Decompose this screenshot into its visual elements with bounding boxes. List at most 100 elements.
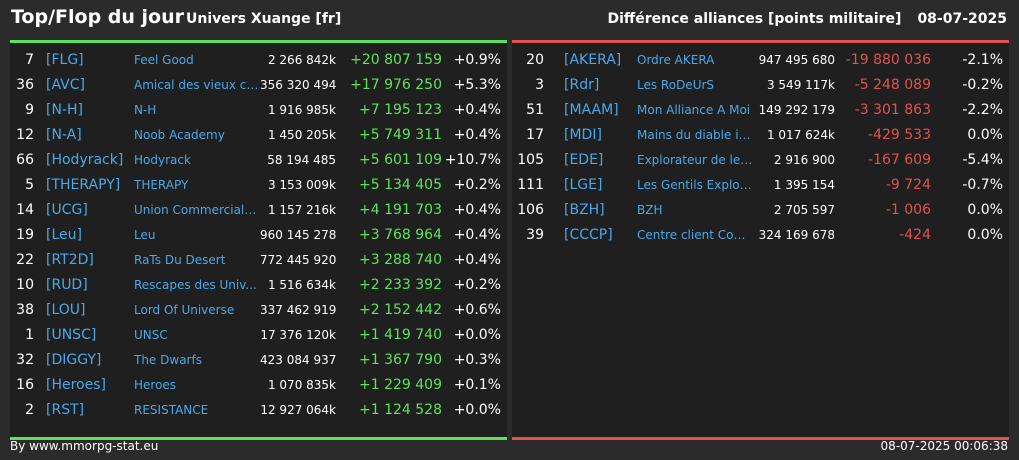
alliance-tag-link[interactable]: [Rdr] — [564, 77, 600, 93]
flop-alliance-row: 17 [MDI] Mains du diable inco... 1 017 624k… — [512, 123, 1009, 148]
flop-alliance-row: 3 [Rdr] Les RoDeUrS 3 549 117k -5 248 089 -0.… — [512, 73, 1009, 98]
alliance-rank: 14 — [16, 202, 34, 218]
alliance-points: 149 292 179 — [758, 103, 835, 117]
alliance-tag-link[interactable]: [Heroes] — [46, 377, 106, 393]
alliance-points: 423 084 937 — [260, 353, 336, 367]
alliance-tag-link[interactable]: [RT2D] — [46, 252, 94, 268]
alliance-name-link[interactable]: The Dwarfs — [134, 353, 202, 367]
alliance-tag-link[interactable]: [AVC] — [46, 77, 85, 93]
alliance-name-link[interactable]: BZH — [637, 203, 663, 217]
footer-timestamp: 08-07-2025 00:06:38 — [880, 439, 1008, 453]
alliance-diff-percent: +0.4% — [453, 227, 501, 243]
alliance-rank: 5 — [25, 177, 34, 193]
alliance-name-link[interactable]: N-H — [134, 103, 157, 117]
alliance-name-link[interactable]: Les Gentils Explora... — [637, 178, 755, 192]
alliance-points-diff: -19 880 036 — [845, 52, 931, 68]
alliance-diff-percent: +0.0% — [453, 327, 501, 343]
top-alliance-row: 19 [Leu] Leu 960 145 278 +3 768 964 +0.4% — [10, 223, 507, 248]
alliance-name-link[interactable]: Les RoDeUrS — [637, 78, 715, 92]
alliance-tag-link[interactable]: [RUD] — [46, 277, 88, 293]
universe-subtitle: Univers Xuange [fr] — [186, 11, 342, 27]
alliance-tag-link[interactable]: [DIGGY] — [46, 352, 102, 368]
alliance-name-link[interactable]: Explorateur de lesp... — [637, 153, 755, 167]
top-alliance-row: 14 [UCG] Union Commerciale... 1 157 216k +4 … — [10, 198, 507, 223]
alliance-name-link[interactable]: Leu — [134, 228, 156, 242]
alliance-points-diff: +7 195 123 — [359, 102, 442, 118]
alliance-points: 17 376 120k — [260, 328, 336, 342]
alliance-diff-percent: +0.2% — [453, 277, 501, 293]
ranking-type-label: Différence alliances [points militaire] — [607, 11, 902, 27]
alliance-name-link[interactable]: Mon Alliance A Moi — [637, 103, 751, 117]
alliance-tag-link[interactable]: [UNSC] — [46, 327, 97, 343]
alliance-points: 2 705 597 — [773, 203, 835, 217]
alliance-diff-percent: +10.7% — [444, 152, 501, 168]
alliance-tag-link[interactable]: [LGE] — [564, 177, 603, 193]
alliance-points-diff: +1 124 528 — [359, 402, 442, 418]
alliance-tag-link[interactable]: [MDI] — [564, 127, 602, 143]
alliance-tag-link[interactable]: [EDE] — [564, 152, 604, 168]
alliance-tag-link[interactable]: [Hodyrack] — [46, 152, 124, 168]
alliance-diff-percent: +0.4% — [453, 252, 501, 268]
alliance-diff-percent: +0.2% — [453, 177, 501, 193]
top-alliance-row: 9 [N-H] N-H 1 916 985k +7 195 123 +0.4% — [10, 98, 507, 123]
alliance-name-link[interactable]: RESISTANCE — [134, 403, 209, 417]
alliance-points-diff: -167 609 — [868, 152, 931, 168]
alliance-diff-percent: -0.2% — [962, 77, 1003, 93]
top-alliance-row: 12 [N-A] Noob Academy 1 450 205k +5 749 311 +… — [10, 123, 507, 148]
alliance-points: 3 549 117k — [766, 78, 835, 92]
alliance-rank: 106 — [517, 202, 544, 218]
alliance-points: 1 017 624k — [766, 128, 835, 142]
alliance-rank: 12 — [16, 127, 34, 143]
top-alliance-row: 22 [RT2D] RaTs Du Desert 772 445 920 +3 288 … — [10, 248, 507, 273]
alliance-tag-link[interactable]: [LOU] — [46, 302, 86, 318]
alliance-tag-link[interactable]: [N-A] — [46, 127, 82, 143]
alliance-name-link[interactable]: Rescapes des Univ... — [134, 278, 257, 292]
alliance-diff-percent: +0.4% — [453, 202, 501, 218]
alliance-tag-link[interactable]: [AKERA] — [564, 52, 622, 68]
alliance-tag-link[interactable]: [BZH] — [564, 202, 605, 218]
alliance-diff-percent: +0.3% — [453, 352, 501, 368]
alliance-rank: 17 — [526, 127, 544, 143]
alliance-name-link[interactable]: Mains du diable inco... — [637, 128, 755, 142]
alliance-tag-link[interactable]: [THERAPY] — [46, 177, 121, 193]
page-title: Top/Flop du jour — [11, 6, 184, 28]
alliance-rank: 22 — [16, 252, 34, 268]
alliance-points: 324 169 678 — [758, 228, 835, 242]
alliance-points: 960 145 278 — [260, 228, 336, 242]
alliance-tag-link[interactable]: [FLG] — [46, 52, 84, 68]
ranking-description: Différence alliances [points militaire] 0… — [607, 11, 1007, 27]
alliance-name-link[interactable]: Feel Good — [134, 53, 194, 67]
alliance-name-link[interactable]: UNSC — [134, 328, 168, 342]
top-alliance-row: 5 [THERAPY] THERAPY 3 153 009k +5 134 405 +0.… — [10, 173, 507, 198]
alliance-points: 2 266 842k — [267, 53, 336, 67]
alliance-points-diff: -429 533 — [868, 127, 931, 143]
alliance-name-link[interactable]: Heroes — [134, 378, 177, 392]
alliance-name-link[interactable]: Centre client Com... — [637, 228, 755, 242]
alliance-points: 1 916 985k — [267, 103, 336, 117]
alliance-name-link[interactable]: Union Commerciale... — [134, 203, 260, 217]
alliance-rank: 16 — [16, 377, 34, 393]
alliance-name-link[interactable]: RaTs Du Desert — [134, 253, 226, 267]
alliance-name-link[interactable]: THERAPY — [134, 178, 189, 192]
alliance-points-diff: +1 419 740 — [359, 327, 442, 343]
alliance-name-link[interactable]: Ordre AKERA — [637, 53, 715, 67]
alliance-tag-link[interactable]: [UCG] — [46, 202, 88, 218]
alliance-rank: 1 — [25, 327, 34, 343]
alliance-name-link[interactable]: Noob Academy — [134, 128, 225, 142]
alliance-tag-link[interactable]: [Leu] — [46, 227, 82, 243]
alliance-points: 947 495 680 — [758, 53, 835, 67]
alliance-points: 58 194 485 — [267, 153, 336, 167]
alliance-tag-link[interactable]: [CCCP] — [564, 227, 613, 243]
alliance-name-link[interactable]: Lord Of Universe — [134, 303, 235, 317]
alliance-diff-percent: +5.3% — [453, 77, 501, 93]
alliance-tag-link[interactable]: [RST] — [46, 402, 85, 418]
alliance-tag-link[interactable]: [MAAM] — [564, 102, 619, 118]
alliance-points: 772 445 920 — [260, 253, 336, 267]
alliance-name-link[interactable]: Hodyrack — [134, 153, 191, 167]
alliance-name-link[interactable]: Amical des vieux co... — [134, 78, 260, 92]
footer-credit-link[interactable]: By www.mmorpg-stat.eu — [10, 439, 159, 453]
alliance-tag-link[interactable]: [N-H] — [46, 102, 83, 118]
flop-alliances-panel: 20 [AKERA] Ordre AKERA 947 495 680 -19 880 0… — [512, 40, 1009, 440]
alliance-points-diff: +5 601 109 — [359, 152, 442, 168]
alliance-points-diff: +20 807 159 — [350, 52, 442, 68]
